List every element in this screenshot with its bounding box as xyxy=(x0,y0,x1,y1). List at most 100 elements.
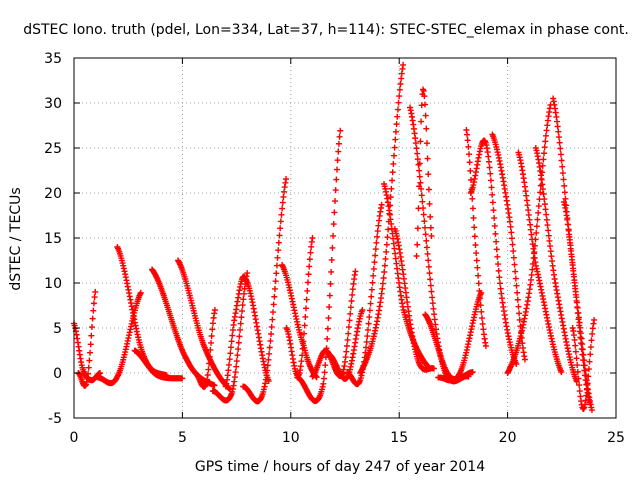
data-point xyxy=(343,348,350,355)
data-point xyxy=(384,234,391,241)
data-point xyxy=(425,186,432,193)
x-tick-label: 25 xyxy=(607,430,625,446)
data-point xyxy=(543,127,550,134)
y-tick-label: -5 xyxy=(48,411,62,427)
data-point xyxy=(390,160,397,167)
data-point xyxy=(428,288,435,295)
data-point xyxy=(240,290,247,297)
data-point xyxy=(577,324,584,331)
data-point xyxy=(265,356,272,363)
data-point xyxy=(491,215,498,222)
series-arc-07 xyxy=(175,257,234,393)
data-point xyxy=(554,123,561,130)
data-point xyxy=(368,286,375,293)
data-point xyxy=(388,185,395,192)
data-point xyxy=(303,296,310,303)
data-point xyxy=(236,333,243,340)
data-point xyxy=(508,229,515,236)
data-point xyxy=(393,121,400,128)
data-point xyxy=(561,189,568,196)
data-point xyxy=(541,150,548,157)
data-point xyxy=(87,341,94,348)
data-point xyxy=(421,224,428,231)
data-point xyxy=(474,264,481,271)
data-point xyxy=(545,232,552,239)
x-tick-label: 0 xyxy=(70,430,79,446)
data-point xyxy=(302,313,309,320)
data-point xyxy=(420,87,427,94)
data-point xyxy=(344,336,351,343)
data-point xyxy=(429,294,436,301)
data-point xyxy=(301,330,308,337)
data-point xyxy=(383,241,390,248)
data-point xyxy=(92,288,99,295)
data-point xyxy=(466,159,473,166)
data-point xyxy=(349,286,356,293)
data-point xyxy=(276,232,283,239)
data-point xyxy=(543,216,550,223)
data-point xyxy=(364,326,371,333)
data-point xyxy=(423,237,430,244)
data-point xyxy=(426,270,433,277)
series-arc-32 xyxy=(560,199,595,414)
data-point xyxy=(585,366,592,373)
data-point xyxy=(275,247,282,254)
data-point xyxy=(400,61,407,68)
data-point xyxy=(488,184,495,191)
data-point xyxy=(413,145,420,152)
data-point xyxy=(579,346,586,353)
data-point xyxy=(569,259,576,266)
data-point xyxy=(571,277,578,284)
data-point xyxy=(366,314,373,321)
data-point xyxy=(492,230,499,237)
data-point xyxy=(347,310,354,317)
data-point xyxy=(430,365,437,372)
data-point xyxy=(204,371,211,378)
series-arc-11 xyxy=(240,176,290,405)
data-point xyxy=(464,131,471,138)
series-arc-09 xyxy=(209,270,251,404)
data-point xyxy=(493,238,500,245)
series-arc-29 xyxy=(515,149,565,376)
data-point xyxy=(575,375,582,382)
data-point xyxy=(421,93,428,100)
data-point xyxy=(540,191,547,198)
data-point xyxy=(490,207,497,214)
data-point xyxy=(542,206,549,213)
y-tick-label: 20 xyxy=(44,186,62,202)
data-point xyxy=(495,261,502,268)
data-point xyxy=(574,362,581,369)
data-point xyxy=(381,268,388,275)
data-point xyxy=(567,242,574,249)
data-point xyxy=(270,309,277,316)
data-point xyxy=(416,167,423,174)
data-point xyxy=(327,280,334,287)
data-point xyxy=(508,235,515,242)
data-point xyxy=(420,205,427,212)
data-point xyxy=(572,282,579,289)
data-point xyxy=(485,158,492,165)
data-point xyxy=(558,369,565,376)
data-point xyxy=(387,194,394,201)
data-point xyxy=(422,112,429,119)
data-point xyxy=(580,351,587,358)
data-point xyxy=(535,203,542,210)
data-point xyxy=(309,235,316,241)
data-point xyxy=(477,302,484,309)
data-point xyxy=(489,191,496,198)
data-point xyxy=(581,362,588,369)
data-point xyxy=(469,205,476,212)
data-point xyxy=(326,304,333,311)
data-point xyxy=(573,299,580,306)
data-point xyxy=(279,199,286,206)
data-point xyxy=(307,249,314,256)
data-point xyxy=(544,222,551,229)
data-point xyxy=(557,145,564,152)
data-point xyxy=(421,218,428,225)
data-point xyxy=(572,348,579,355)
data-point xyxy=(394,106,401,113)
data-point xyxy=(576,388,583,395)
data-point xyxy=(233,363,240,370)
data-point xyxy=(427,276,434,283)
